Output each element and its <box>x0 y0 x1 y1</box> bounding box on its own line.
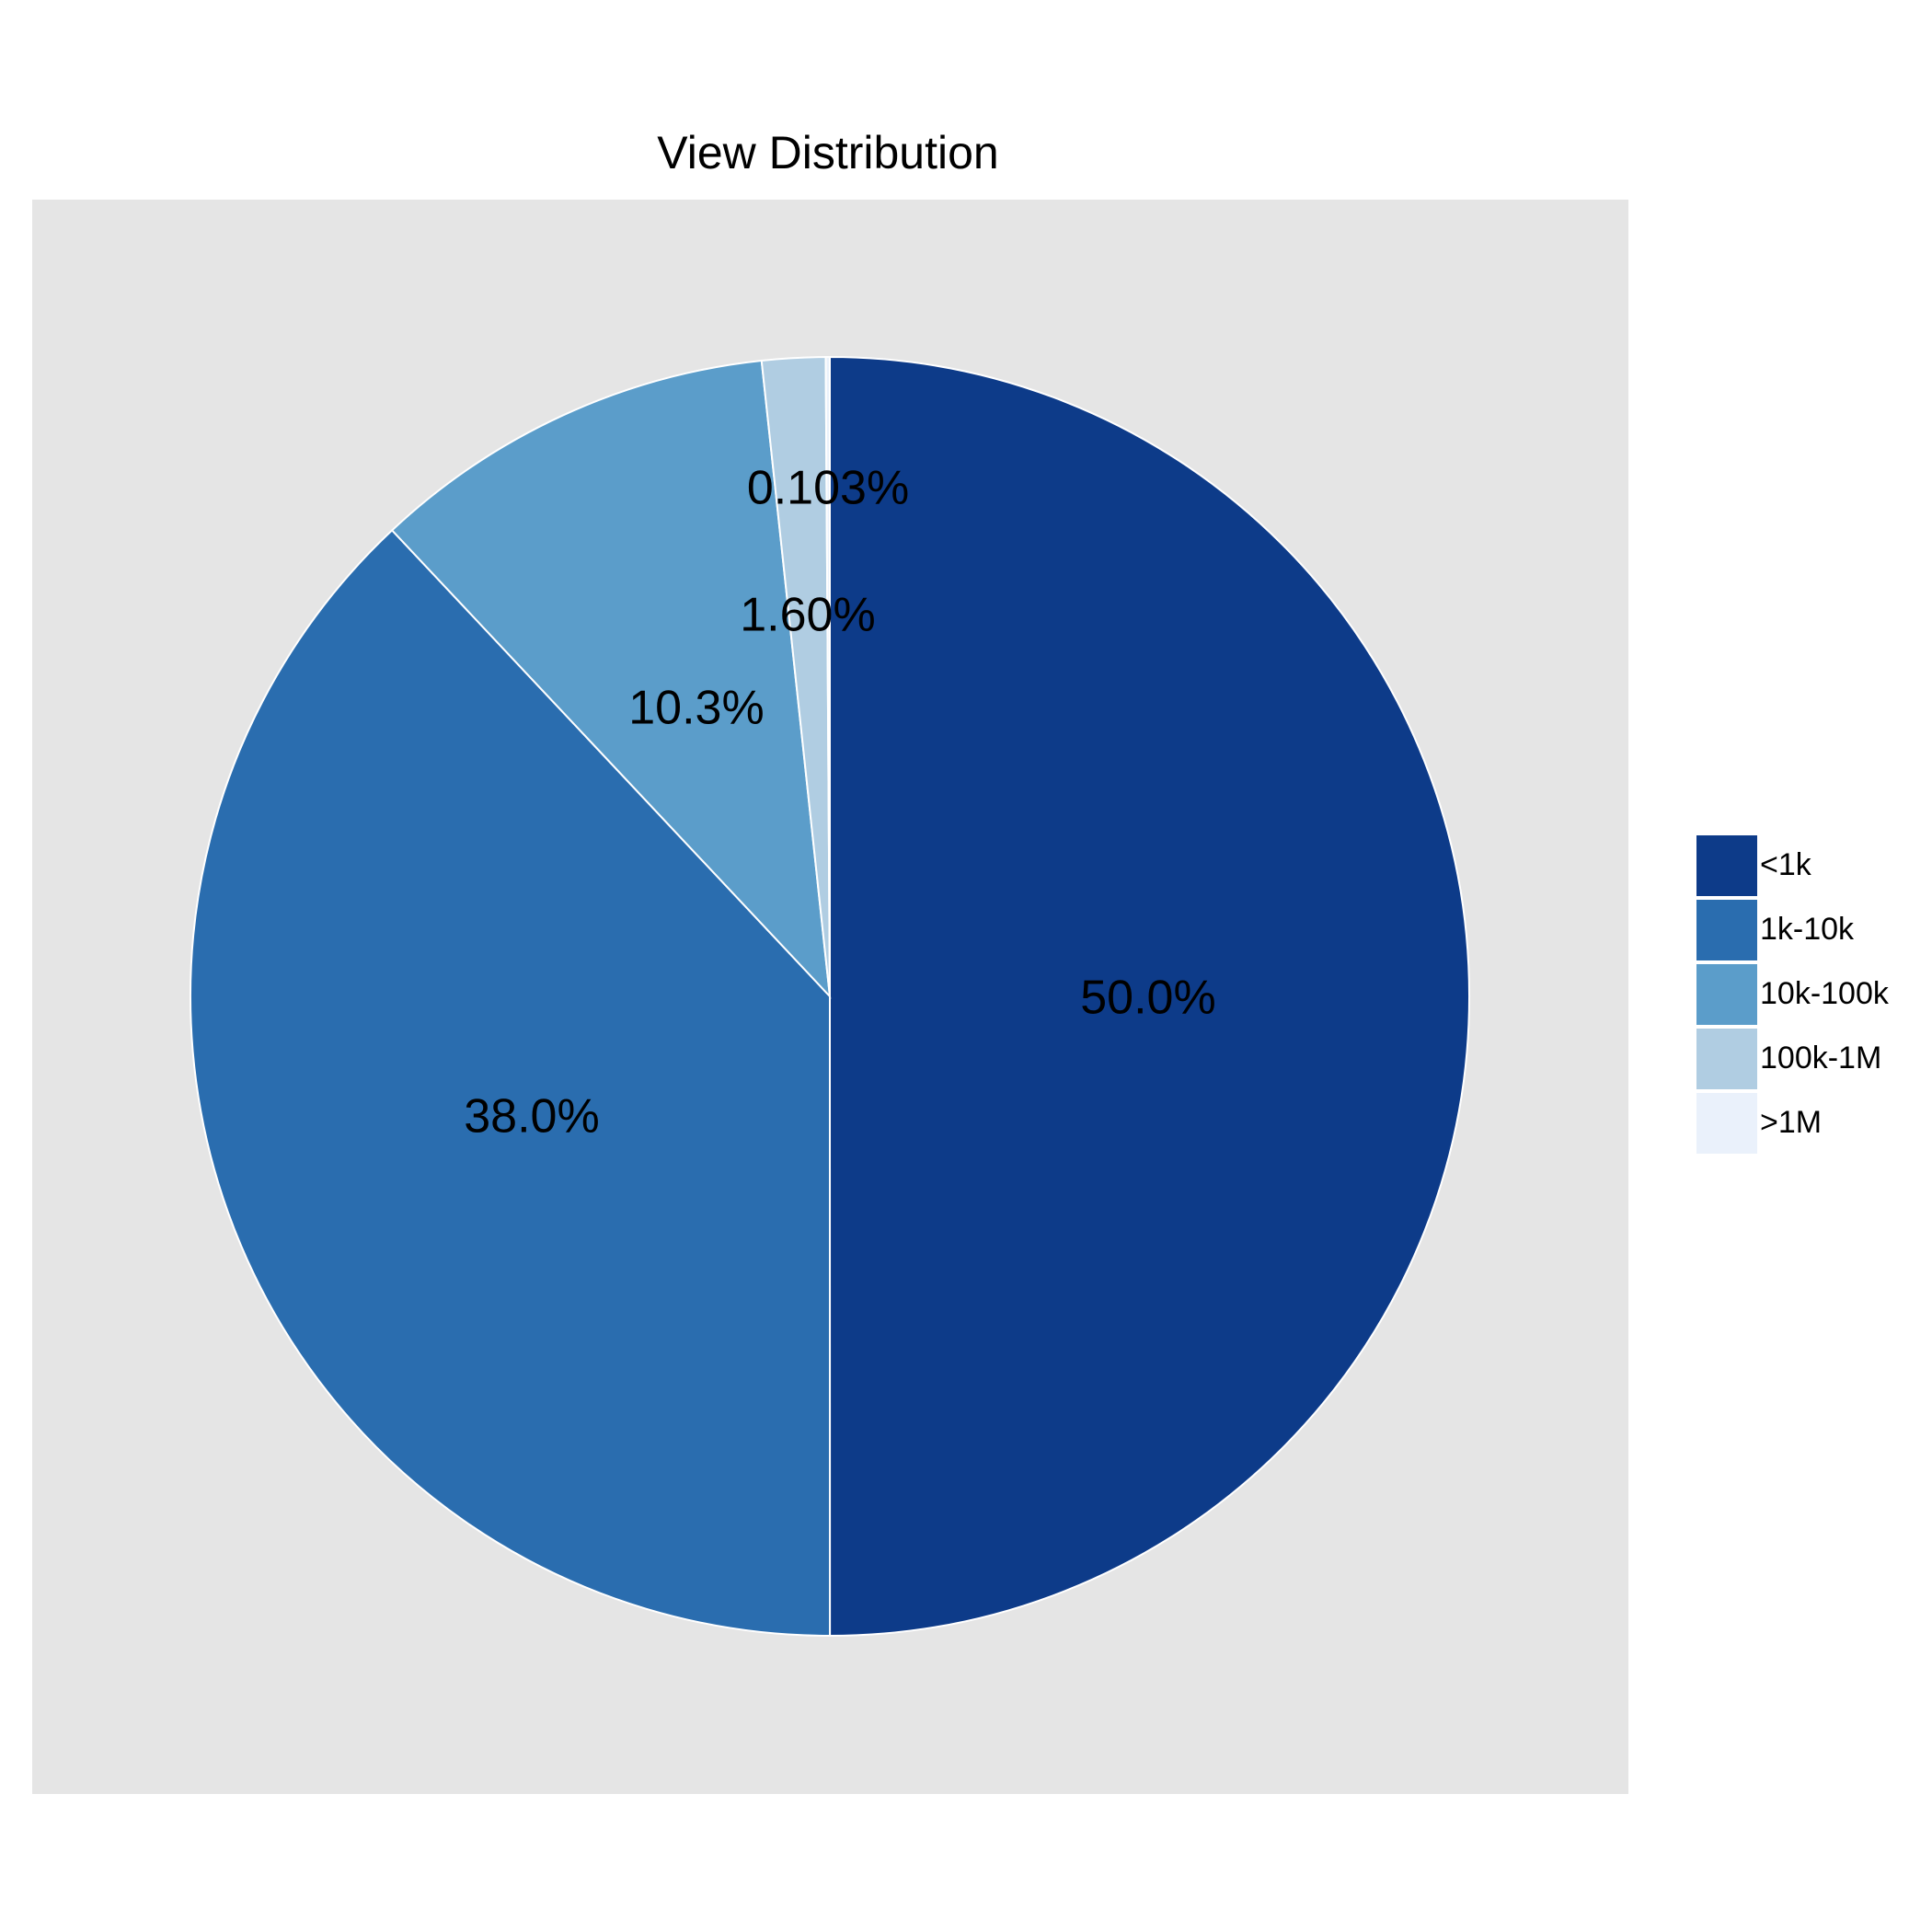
legend: <1k 1k-10k 10k-100k 100k-1M >1M <box>1695 834 1890 1156</box>
legend-label-lt-1k: <1k <box>1760 847 1812 882</box>
legend-label-10k-100k: 10k-100k <box>1760 976 1890 1011</box>
slice-label-lt-1k: 50.0% <box>1080 972 1215 1025</box>
legend-key-100k-1m <box>1695 1027 1759 1091</box>
slice-label-gt-1m: 0.103% <box>747 462 909 515</box>
legend-key-1k-10k <box>1695 898 1759 962</box>
legend-key-gt-1m <box>1695 1091 1759 1156</box>
chart-title: View Distribution <box>657 127 998 178</box>
legend-label-1k-10k: 1k-10k <box>1760 912 1855 947</box>
pie-slice-gt-1m <box>824 355 831 997</box>
pie-slice-lt-1k <box>829 355 1471 1638</box>
slice-label-1k-10k: 38.0% <box>464 1090 599 1144</box>
slice-label-10k-100k: 10.3% <box>628 682 764 735</box>
legend-label-100k-1m: 100k-1M <box>1760 1041 1881 1075</box>
legend-key-10k-100k <box>1695 962 1759 1027</box>
pie-slice-1k-10k <box>190 529 832 1638</box>
legend-label-gt-1m: >1M <box>1760 1105 1822 1140</box>
pie-slices <box>190 355 1471 1638</box>
slice-label-100k-1m: 1.60% <box>740 589 875 642</box>
legend-key-lt-1k <box>1695 834 1759 898</box>
pie-slice-10k-100k <box>390 359 832 999</box>
pie-slice-labels: 50.0% 38.0% 10.3% 1.60% 0.103% <box>464 462 1215 1144</box>
